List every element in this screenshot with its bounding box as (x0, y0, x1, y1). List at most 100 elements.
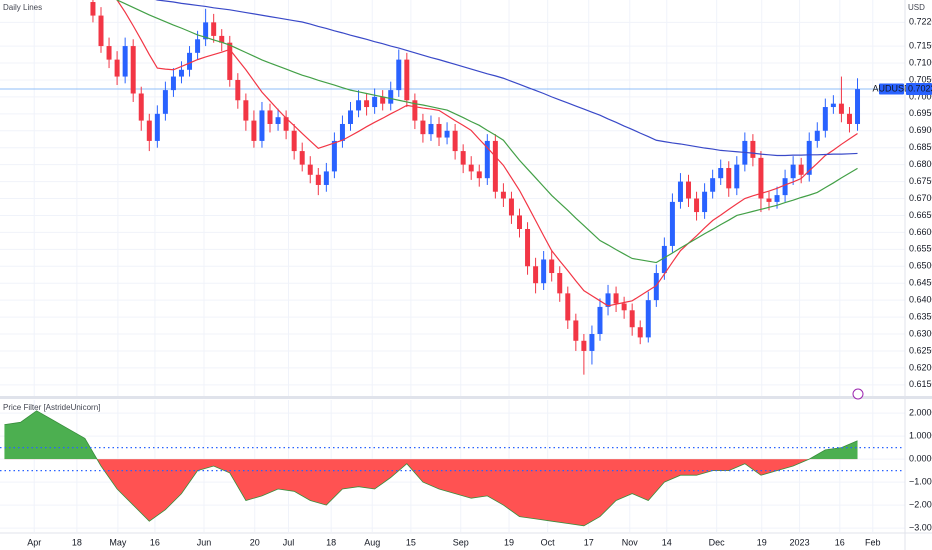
candle-body (686, 181, 692, 199)
x-tick-label: 19 (757, 537, 767, 547)
indicator-line (4, 410, 858, 527)
x-tick-label: Sep (453, 537, 469, 547)
candle-body (508, 198, 514, 216)
candle-body (227, 42, 233, 80)
moving-average-line (155, 0, 858, 157)
moving-average-line (116, 0, 858, 307)
moving-average-line (116, 0, 858, 264)
candle-body (814, 130, 820, 141)
candle-body (235, 79, 241, 101)
candle-body (380, 96, 386, 104)
x-tick-label: Oct (541, 537, 556, 547)
x-tick-label: 16 (150, 537, 160, 547)
x-tick-label: 18 (72, 537, 82, 547)
candle-body (339, 123, 345, 141)
y-tick-label: 0.00000 (909, 453, 932, 463)
candle-body (98, 15, 104, 47)
candle-body (203, 22, 209, 40)
candle-body (846, 113, 852, 124)
candle-body (476, 171, 482, 179)
candle-body (565, 293, 571, 321)
candle-body (243, 100, 249, 121)
grid (0, 0, 905, 532)
candle-body (621, 303, 627, 311)
candle-body (830, 103, 836, 108)
x-tick-label: Nov (622, 537, 639, 547)
candle-body (452, 130, 458, 152)
candle-body (517, 215, 522, 229)
indicator-title: Price Filter [AstrideUnicorn] (3, 403, 100, 412)
candle-body (170, 76, 176, 91)
candle-body (259, 110, 265, 141)
x-tick-label: Dec (709, 537, 726, 547)
candle-body (557, 273, 563, 294)
y-tick-label: 0.71000 (909, 57, 932, 67)
candle-body (211, 22, 217, 36)
y-tick-label: 0.71500 (909, 40, 932, 50)
x-tick-label: May (109, 537, 127, 547)
candle-body (420, 120, 426, 135)
x-tick-label: Feb (865, 537, 881, 547)
candle-body (677, 181, 683, 202)
candle-body (251, 120, 257, 141)
price-pane (0, 0, 905, 375)
candle-body (364, 100, 370, 108)
candle-body (484, 140, 490, 179)
candle-body (267, 110, 273, 124)
y-tick-label: 0.66500 (909, 210, 932, 220)
x-tick-label: Jun (197, 537, 212, 547)
x-tick-label: Apr (27, 537, 41, 547)
candle-body (774, 195, 780, 202)
x-tick-label: 20 (250, 537, 260, 547)
currency: USD (908, 3, 925, 12)
candle-body (637, 327, 643, 338)
x-tick-label: 16 (835, 537, 845, 547)
candle-body (661, 245, 667, 274)
candle-body (436, 123, 442, 138)
candle-body (444, 130, 450, 138)
symbol-label: AUDUSD (872, 83, 911, 93)
candle-body (605, 293, 611, 307)
negative-area (96, 459, 810, 526)
candle-body (356, 100, 362, 111)
candle-body (702, 191, 708, 213)
y-tick-label: 0.63000 (909, 328, 932, 338)
candle-body (404, 59, 410, 101)
x-tick-label: Jul (283, 537, 295, 547)
y-tick-label: 0.67000 (909, 193, 932, 203)
candle-body (798, 164, 804, 175)
candle-body (492, 140, 498, 192)
candle-body (718, 168, 724, 179)
y-tick-label: 0.70500 (909, 74, 932, 84)
y-tick-label: −2.00000 (909, 499, 932, 509)
candle-body (645, 300, 651, 338)
candle-body (694, 198, 700, 213)
y-tick-label: −3.00000 (909, 522, 932, 532)
candle-body (178, 69, 184, 77)
y-tick-label: 0.61500 (909, 379, 932, 389)
symbol-label-box (879, 83, 904, 95)
events-icon[interactable] (852, 388, 864, 400)
candle-body (766, 198, 772, 202)
candle-body (162, 90, 168, 114)
candle-body (468, 164, 474, 172)
x-tick-label: Aug (364, 537, 380, 547)
y-tick-label: −1.00000 (909, 476, 932, 486)
candle-body (323, 171, 329, 185)
candle-body (549, 259, 555, 274)
candle-body (106, 46, 112, 60)
candle-body (428, 123, 434, 135)
candle-body (855, 89, 861, 124)
y-tick-label: 0.65500 (909, 244, 932, 254)
candle-body (388, 90, 394, 104)
y-tick-label: 0.65000 (909, 261, 932, 271)
last-price-label: 0.70233 (908, 83, 932, 93)
candle-body (533, 266, 539, 284)
candle-body (750, 140, 756, 158)
candle-body (187, 52, 193, 70)
candle-body (790, 164, 796, 179)
x-tick-label: 15 (406, 537, 416, 547)
candle-body (758, 157, 764, 199)
candle-body (347, 110, 353, 124)
